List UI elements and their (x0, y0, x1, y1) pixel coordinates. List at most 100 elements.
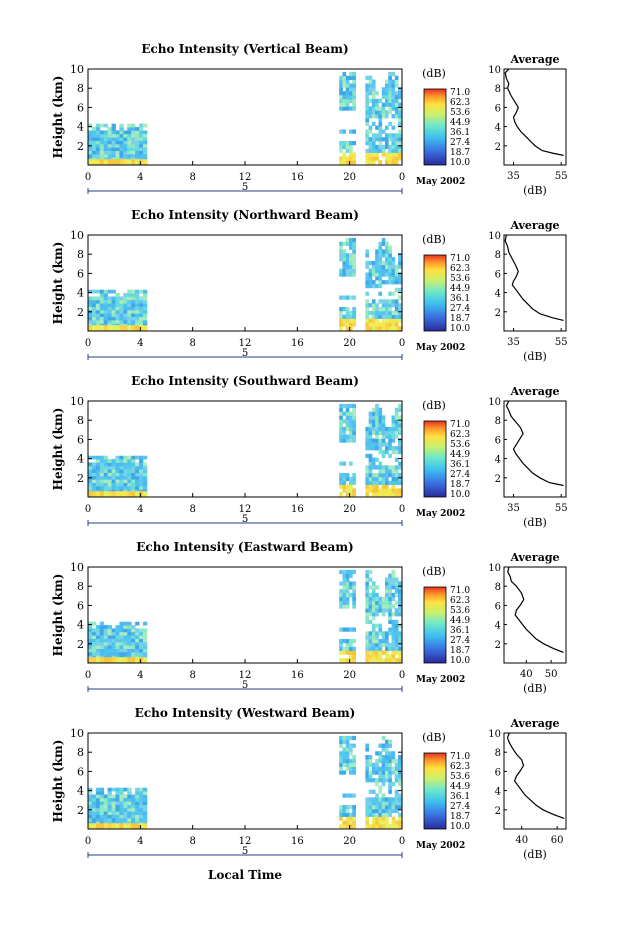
heatmap-cell (123, 306, 128, 311)
heatmap-cell (127, 296, 132, 301)
heatmap-cell (381, 612, 386, 617)
heatmap-cell (339, 473, 343, 478)
heatmap-cell (131, 459, 136, 463)
heatmap-cell (135, 791, 140, 795)
heatmap-cell (368, 438, 373, 443)
heatmap-cell (135, 645, 140, 649)
heatmap-cell (115, 150, 120, 155)
heatmap-cell (99, 316, 105, 321)
heatmap-cell (339, 639, 343, 644)
heatmap-cell (88, 811, 93, 815)
heatmap-cell (342, 820, 347, 825)
heatmap-cell (384, 805, 389, 810)
heatmap-cell (139, 645, 144, 649)
heatmap-cell (365, 473, 370, 478)
heatmap-cell (365, 619, 370, 625)
heatmap-cell (391, 612, 396, 617)
heatmap-cell (127, 153, 132, 158)
heatmap-cell (139, 804, 144, 809)
heatmap-cell (398, 110, 402, 115)
heatmap-cell (349, 419, 353, 424)
panel-3: Echo Intensity (Southward Beam)Height (k… (51, 374, 568, 529)
heatmap-cell (349, 94, 353, 100)
heatmap-cell (388, 808, 392, 814)
heatmap-cell (142, 791, 148, 795)
heatmap-cell (398, 272, 402, 277)
heatmap-cell (375, 781, 379, 787)
heatmap-cell (381, 272, 386, 277)
heatmap-cell (384, 83, 389, 88)
heatmap-cell (371, 635, 376, 640)
heatmap-cell (142, 811, 148, 815)
heatmap-cell (88, 491, 93, 497)
heatmap-cell (88, 797, 93, 802)
heatmap-cell (115, 475, 120, 480)
heatmap-cell (123, 638, 128, 643)
heatmap-cell (375, 91, 379, 96)
heatmap-cell (127, 316, 132, 321)
heatmap-cell (119, 150, 124, 155)
heatmap-cell (123, 648, 128, 653)
heatmap-cell (88, 821, 93, 826)
heatmap-cell (127, 628, 132, 633)
heatmap-cell (371, 639, 376, 644)
heatmap-cell (391, 71, 396, 77)
heatmap-cell (115, 319, 120, 324)
heatmap-cell (371, 87, 376, 92)
heatmap-cell (119, 475, 124, 480)
heatmap-cell (111, 319, 116, 324)
heatmap-cell (384, 272, 389, 277)
heatmap-cell (339, 743, 343, 748)
heatmap-cell (99, 303, 105, 307)
heatmap-cell (88, 159, 93, 165)
heatmap-cell (139, 817, 144, 822)
heatmap-cell (342, 411, 347, 416)
heatmap-cell (119, 309, 124, 314)
heatmap-cell (111, 159, 116, 165)
heatmap-cell (88, 794, 93, 799)
heatmap-cell (95, 137, 101, 141)
heatmap-cell (365, 141, 370, 146)
heatmap-cell (391, 770, 396, 775)
heatmap-cell (139, 641, 144, 646)
heatmap-cell (388, 303, 392, 308)
heatmap-cell (345, 808, 350, 814)
heatmap-cell (384, 268, 389, 273)
heatmap-cell (131, 316, 136, 321)
heatmap-cell (378, 774, 383, 779)
heatmap-cell (371, 658, 376, 663)
heatmap-cell (371, 650, 376, 655)
heatmap-cell (352, 237, 356, 243)
heatmap-cell (388, 260, 392, 266)
heatmap-cell (388, 766, 392, 771)
heatmap-cell (381, 816, 386, 821)
heatmap-cell (368, 87, 373, 92)
heatmap-cell (131, 455, 136, 460)
heatmap-cell (107, 147, 112, 151)
heatmap-cell (365, 299, 370, 304)
heatmap-cell (345, 816, 350, 821)
heatmap-cell (123, 323, 128, 328)
heatmap-cell (139, 159, 144, 165)
heatmap-cell (349, 793, 353, 798)
heatmap-cell (99, 306, 105, 311)
heatmap-cell (398, 152, 402, 157)
heatmap-cell (88, 651, 93, 656)
heatmap-cell (342, 770, 347, 775)
heatmap-cell (365, 612, 370, 617)
heatmap-cell (375, 658, 379, 663)
heatmap-cell (95, 635, 101, 639)
heatmap-cell (352, 735, 356, 741)
heatmap-cell (115, 631, 120, 636)
heatmap-cell (91, 491, 97, 497)
heatmap-cell (342, 141, 347, 146)
y-axis-label: Height (km) (51, 740, 65, 823)
heatmap-cell (391, 148, 396, 153)
heatmap-cell (365, 446, 370, 451)
avg-title: Average (509, 385, 559, 398)
heatmap-cell (115, 804, 120, 809)
heatmap-cell (381, 608, 386, 613)
heatmap-cell (371, 592, 376, 598)
heatmap-cell (342, 755, 347, 760)
heatmap-cell (345, 307, 350, 312)
